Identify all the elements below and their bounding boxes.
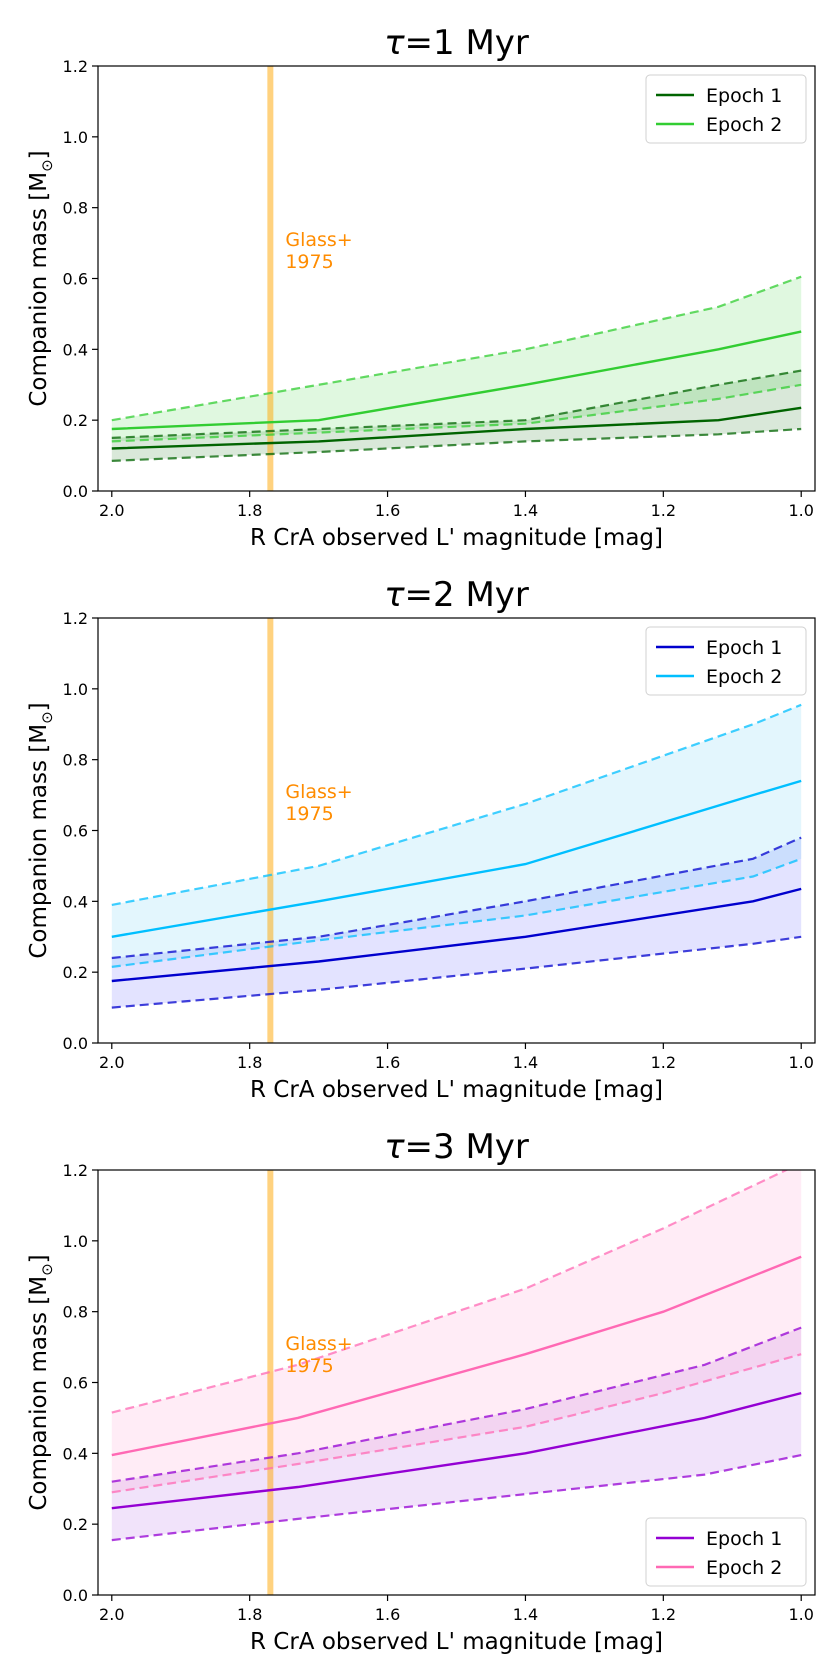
- x-tick-label: 1.6: [375, 1053, 400, 1072]
- chart-panel: 2.0 1.8 1.6 1.4 1.2 1.0 0.0 0.2 0.4 0.6 0.8 1.0 1.2 τ…: [26, 1127, 816, 1655]
- annotation-text: Glass+: [285, 1333, 352, 1355]
- y-axis-label: Companion mass [M⊙]: [26, 702, 56, 958]
- x-tick-label: 2.0: [99, 1053, 124, 1072]
- lower-bound-line: [111, 857, 802, 968]
- legend-box: [645, 74, 807, 144]
- legend-label: Epoch 1: [706, 85, 782, 107]
- series-line: [111, 779, 802, 938]
- series-line: [111, 1391, 802, 1510]
- y-tick-label: 0.4: [63, 1444, 88, 1463]
- series-line: [111, 887, 802, 983]
- uncertainty-band: [111, 1327, 802, 1541]
- upper-bound-line: [111, 1326, 802, 1483]
- glass-1975-marker: [267, 618, 274, 1043]
- plot-area: [111, 618, 802, 1043]
- annotation-text: Glass+: [285, 229, 352, 251]
- legend-label: Epoch 2: [706, 1557, 782, 1579]
- chart-title: τ=3 Myr: [384, 1127, 529, 1167]
- plot-area: [111, 66, 802, 491]
- y-tick-label: 0.2: [63, 411, 88, 430]
- y-tick-label: 0.2: [63, 1515, 88, 1534]
- x-tick-label: 1.4: [513, 1605, 538, 1624]
- x-tick-label: 1.0: [788, 1053, 813, 1072]
- x-tick-label: 1.8: [237, 1605, 262, 1624]
- y-tick-label: 0.0: [63, 482, 88, 501]
- upper-bound-line: [111, 1170, 789, 1414]
- y-tick-label: 0.2: [63, 963, 88, 982]
- y-tick-label: 0.8: [63, 199, 88, 218]
- y-tick-label: 0.0: [63, 1034, 88, 1053]
- uncertainty-band: [111, 1170, 802, 1493]
- lower-bound-line: [111, 935, 802, 1009]
- x-tick-label: 1.2: [651, 1053, 676, 1072]
- x-axis-label: R CrA observed L' magnitude [mag]: [250, 1629, 663, 1655]
- y-tick-label: 1.0: [63, 680, 88, 699]
- uncertainty-band: [111, 704, 802, 967]
- legend-box: [645, 1517, 807, 1587]
- upper-bound-line: [111, 369, 802, 439]
- uncertainty-band: [111, 370, 802, 461]
- x-tick-label: 1.6: [375, 1605, 400, 1624]
- y-tick-label: 0.0: [63, 1586, 88, 1605]
- y-tick-label: 0.4: [63, 340, 88, 359]
- y-tick-label: 0.8: [63, 751, 88, 770]
- x-tick-label: 1.0: [788, 1605, 813, 1624]
- annotation-text: 1975: [285, 1355, 333, 1377]
- lower-bound-line: [111, 427, 802, 462]
- x-tick-label: 1.2: [651, 501, 676, 520]
- y-tick-label: 0.6: [63, 822, 88, 841]
- x-tick-label: 1.2: [651, 1605, 676, 1624]
- legend-label: Epoch 2: [706, 666, 782, 688]
- x-tick-label: 1.8: [237, 501, 262, 520]
- y-tick-label: 0.6: [63, 270, 88, 289]
- chart-panel: 2.0 1.8 1.6 1.4 1.2 1.0 0.0 0.2 0.4 0.6 0.8 1.0 1.2 τ…: [26, 575, 816, 1103]
- series-line: [111, 1255, 802, 1457]
- y-tick-label: 0.6: [63, 1374, 88, 1393]
- x-tick-label: 2.0: [99, 501, 124, 520]
- x-tick-label: 1.6: [375, 501, 400, 520]
- y-tick-label: 0.8: [63, 1303, 88, 1322]
- plot-area: [111, 1170, 802, 1595]
- chart-title: τ=2 Myr: [384, 575, 529, 615]
- y-axis-label: Companion mass [M⊙]: [26, 150, 56, 406]
- lower-bound-line: [111, 1353, 802, 1494]
- x-tick-label: 2.0: [99, 1605, 124, 1624]
- chart-title: τ=1 Myr: [384, 23, 529, 63]
- x-tick-label: 1.8: [237, 1053, 262, 1072]
- annotation-text: 1975: [285, 803, 333, 825]
- x-axis-label: R CrA observed L' magnitude [mag]: [250, 1077, 663, 1103]
- legend-label: Epoch 1: [706, 637, 782, 659]
- legend-label: Epoch 2: [706, 114, 782, 136]
- glass-1975-marker: [267, 1170, 274, 1595]
- upper-bound-line: [111, 836, 802, 960]
- lower-bound-line: [111, 383, 802, 443]
- upper-bound-line: [111, 703, 802, 906]
- y-tick-label: 1.2: [63, 609, 88, 628]
- y-axis-label: Companion mass [M⊙]: [26, 1254, 56, 1510]
- upper-bound-line: [111, 275, 802, 422]
- series-line: [111, 330, 802, 431]
- glass-1975-marker: [267, 66, 274, 491]
- x-axis-label: R CrA observed L' magnitude [mag]: [250, 525, 663, 551]
- chart-panel: 2.0 1.8 1.6 1.4 1.2 1.0 0.0 0.2 0.4 0.6 0.8 1.0 1.2 τ…: [26, 23, 816, 551]
- y-tick-label: 0.4: [63, 892, 88, 911]
- y-tick-label: 1.2: [63, 1161, 88, 1180]
- legend-box: [645, 626, 807, 696]
- x-tick-label: 1.4: [513, 1053, 538, 1072]
- series-line: [111, 406, 802, 450]
- legend-label: Epoch 1: [706, 1528, 782, 1550]
- y-tick-label: 1.0: [63, 1232, 88, 1251]
- annotation-text: Glass+: [285, 781, 352, 803]
- x-tick-label: 1.0: [788, 501, 813, 520]
- x-tick-label: 1.4: [513, 501, 538, 520]
- y-tick-label: 1.0: [63, 128, 88, 147]
- annotation-text: 1975: [285, 251, 333, 273]
- y-tick-label: 1.2: [63, 57, 88, 76]
